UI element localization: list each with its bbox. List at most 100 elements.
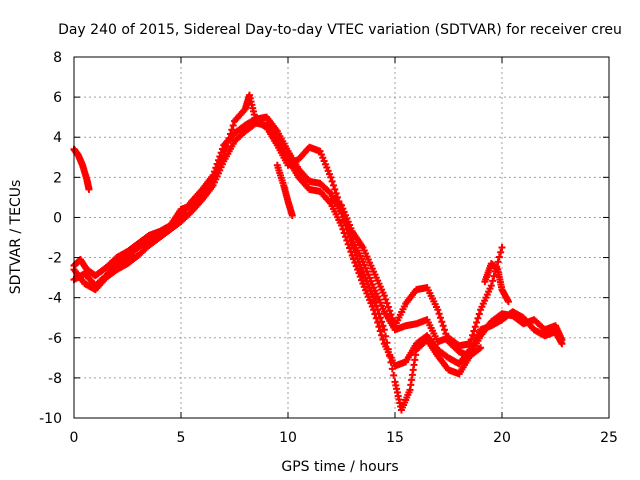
data-point [220, 151, 228, 159]
x-tick-label: 25 [600, 430, 618, 446]
data-point [228, 126, 236, 134]
y-tick-label: -2 [48, 251, 62, 267]
y-tick-label: 4 [53, 130, 62, 146]
data-point [221, 147, 229, 155]
data-point [498, 244, 506, 252]
data-point [504, 298, 512, 306]
data-point [490, 272, 498, 280]
data-point [438, 318, 446, 326]
data-point [494, 258, 502, 266]
data-point [338, 221, 345, 229]
data-point [475, 310, 483, 318]
x-tick-labels: 0 5 10 15 20 25 [70, 430, 618, 446]
data-point [328, 177, 336, 185]
chart-title: Day 240 of 2015, Sidereal Day-to-day VTE… [58, 22, 622, 38]
data-point [436, 314, 444, 322]
data-point [495, 253, 503, 261]
data-point [477, 344, 485, 352]
y-tick-label: 0 [53, 210, 62, 226]
x-tick-label: 0 [70, 430, 79, 446]
data-point [473, 318, 481, 326]
data-point [347, 248, 355, 256]
data-point [442, 330, 450, 338]
data-point [435, 310, 443, 318]
data-point [558, 340, 566, 348]
data-point [467, 336, 475, 344]
x-tick-label: 5 [177, 430, 186, 446]
y-tick-labels: -10 -8 -6 -4 -2 0 2 4 6 8 [39, 50, 62, 427]
data-point [344, 240, 352, 248]
data-point [439, 322, 447, 330]
x-tick-label: 10 [279, 430, 297, 446]
data-point [340, 229, 348, 237]
data-point [375, 323, 383, 331]
data-point [370, 306, 378, 314]
x-tick-label: 15 [386, 430, 404, 446]
y-tick-label: -10 [39, 411, 62, 427]
data-point [229, 121, 237, 129]
y-axis-label: SDTVAR / TECUs [8, 180, 24, 295]
data-point [379, 322, 387, 330]
data-point [497, 248, 505, 256]
data-point [390, 371, 398, 379]
series-track-d [327, 195, 485, 360]
y-tick-label: 8 [53, 50, 62, 66]
data-point [434, 306, 442, 314]
grid-lines [74, 57, 609, 418]
data-point [332, 189, 340, 197]
y-tick-label: -8 [48, 371, 62, 387]
data-point [354, 266, 362, 274]
data-point [352, 262, 360, 270]
series-track-c [70, 91, 506, 350]
data-point [358, 276, 366, 284]
data-point [224, 138, 232, 146]
data-point [225, 134, 233, 142]
x-tick-label: 20 [493, 430, 511, 446]
data-point [384, 303, 392, 311]
data-point [370, 294, 378, 302]
data-point [329, 181, 337, 189]
data-point [331, 185, 339, 193]
series-track-g [481, 260, 512, 306]
series-track-e [70, 145, 93, 193]
y-tick-label: -6 [48, 331, 62, 347]
data-point [342, 233, 350, 241]
data-point [226, 130, 234, 138]
data-point [469, 331, 477, 339]
series-track-f [273, 161, 296, 219]
data-point [383, 299, 391, 307]
data-point [288, 211, 296, 219]
data-point [348, 252, 356, 260]
data-point [378, 331, 386, 339]
y-tick-label: -4 [48, 291, 62, 307]
y-tick-label: 2 [53, 170, 62, 186]
data-point [382, 295, 390, 303]
data-point [443, 334, 451, 342]
data-point [380, 326, 388, 334]
data-point [327, 173, 335, 181]
data-point [471, 323, 479, 331]
data-point [487, 282, 495, 290]
data-point [388, 314, 396, 322]
data-point [339, 225, 347, 233]
axis-ticks [73, 56, 610, 419]
plot-frame [73, 56, 610, 419]
data-point [380, 292, 388, 300]
data-point [470, 327, 478, 335]
data-point [474, 314, 482, 322]
data-point [440, 326, 448, 334]
data-point [372, 314, 380, 322]
data-point [343, 237, 351, 245]
data-point [466, 340, 474, 348]
data-point [374, 318, 382, 326]
data-point [387, 310, 395, 318]
data-points [70, 91, 566, 414]
data-point [379, 336, 387, 344]
data-point [489, 277, 497, 285]
data-point [371, 310, 379, 318]
data-point [222, 143, 230, 151]
data-point [386, 307, 394, 315]
y-tick-label: 6 [53, 90, 62, 106]
data-point [350, 255, 358, 263]
